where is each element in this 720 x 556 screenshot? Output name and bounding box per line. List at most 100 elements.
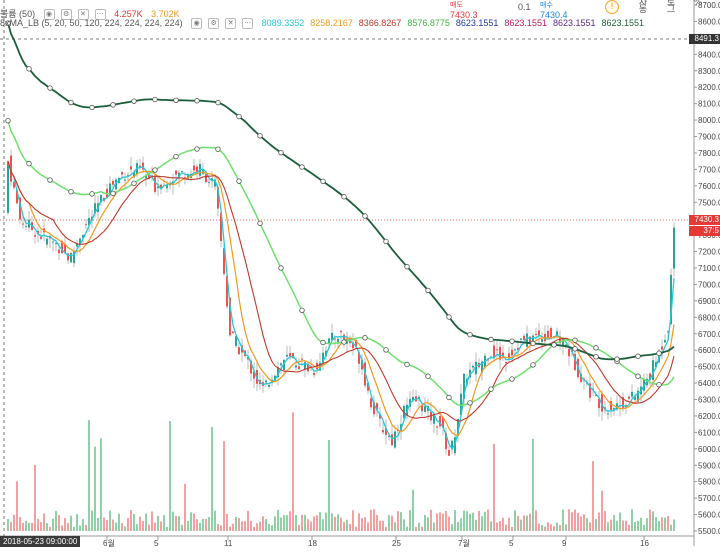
volume-bar bbox=[349, 523, 351, 531]
volume-bar bbox=[649, 509, 651, 531]
more-icon[interactable]: ⋯ bbox=[242, 18, 254, 30]
candle-body bbox=[145, 174, 147, 179]
ma-marker bbox=[110, 190, 116, 197]
candle-body bbox=[25, 226, 27, 228]
volume-bar bbox=[562, 509, 564, 531]
candle-body bbox=[607, 413, 609, 415]
volume-bar bbox=[574, 509, 576, 531]
ma-marker bbox=[131, 180, 137, 187]
price-tick-label: 6900.0000 bbox=[698, 297, 720, 306]
candle-body bbox=[142, 162, 144, 170]
candle-body bbox=[121, 172, 123, 175]
candle-body bbox=[214, 179, 216, 187]
candle-body bbox=[523, 335, 525, 340]
candle-body bbox=[547, 330, 549, 338]
volume-bar bbox=[490, 521, 492, 531]
ma-marker bbox=[215, 99, 221, 106]
volume-bar bbox=[202, 518, 204, 531]
price-tick-label: 8600.0000 bbox=[698, 17, 720, 26]
candle-body bbox=[193, 165, 195, 171]
candle-body bbox=[76, 243, 78, 247]
volume-bar bbox=[307, 519, 309, 531]
info-icon[interactable]: ! bbox=[605, 0, 619, 14]
volume-bar bbox=[265, 519, 267, 531]
candle-body bbox=[85, 224, 87, 226]
volume-bar bbox=[580, 516, 582, 531]
volume-bar bbox=[520, 519, 522, 531]
ma-marker bbox=[593, 354, 599, 360]
candle-body bbox=[652, 360, 654, 380]
close-icon[interactable]: ✕ bbox=[225, 18, 237, 30]
volume-bar bbox=[391, 515, 393, 531]
candle-body bbox=[373, 402, 375, 415]
eye-icon[interactable]: ◉ bbox=[43, 9, 55, 21]
volume-bar bbox=[532, 438, 534, 531]
volume-bar bbox=[619, 512, 621, 531]
volume-bar bbox=[277, 509, 279, 531]
volume-bar bbox=[73, 526, 75, 531]
percent-toggle-button[interactable]: % bbox=[693, 0, 703, 8]
volume-bar bbox=[634, 522, 636, 531]
close-icon[interactable]: ✕ bbox=[77, 9, 89, 21]
candle-body bbox=[379, 414, 381, 419]
volume-bar bbox=[214, 510, 216, 531]
candle-body bbox=[277, 367, 279, 378]
spread-value: 0.1 bbox=[518, 2, 531, 12]
time-tick-label: 5 bbox=[509, 539, 514, 548]
candle-body bbox=[334, 338, 336, 340]
candle-body bbox=[61, 241, 63, 254]
volume-bar bbox=[187, 521, 189, 531]
volume-bar bbox=[664, 517, 666, 531]
candle-body bbox=[322, 352, 324, 365]
buy-box[interactable]: 매수 7430.4 bbox=[540, 0, 595, 20]
candle-body bbox=[394, 431, 396, 448]
time-tick-label: 11 bbox=[224, 539, 233, 548]
moving-averages bbox=[5, 20, 675, 450]
ma-marker bbox=[488, 336, 494, 343]
sell-box[interactable]: 매도 7430.3 bbox=[450, 0, 505, 20]
more-icon[interactable]: ⋯ bbox=[94, 9, 106, 21]
volume-bar bbox=[286, 515, 288, 531]
candle-body bbox=[82, 234, 84, 239]
price-tick-label: 6500.0000 bbox=[698, 363, 720, 372]
volume-bar bbox=[337, 514, 339, 531]
eye-icon[interactable]: ◉ bbox=[191, 18, 203, 30]
volume-bar bbox=[40, 522, 42, 531]
ma-marker bbox=[236, 178, 242, 184]
candle-body bbox=[298, 366, 300, 369]
volume-bar bbox=[61, 525, 63, 531]
volume-label: 볼륨 (50) bbox=[0, 9, 36, 19]
volume-bar bbox=[502, 517, 504, 531]
volume-bar bbox=[295, 515, 297, 531]
candle-body bbox=[205, 174, 207, 183]
candle-body bbox=[160, 184, 162, 190]
ma-marker bbox=[299, 164, 305, 170]
volume-bar bbox=[241, 521, 243, 531]
volume-bar bbox=[346, 519, 348, 531]
candle-body bbox=[157, 186, 159, 189]
settings-icon[interactable]: ⚙ bbox=[60, 9, 72, 21]
candle-body bbox=[289, 353, 291, 357]
volume-bar bbox=[148, 524, 150, 531]
volume-bar bbox=[94, 446, 96, 531]
volume-bar bbox=[169, 421, 171, 531]
candle-body bbox=[505, 362, 507, 364]
candle-body bbox=[13, 181, 15, 188]
candle-body bbox=[295, 365, 297, 368]
ma-marker bbox=[278, 149, 284, 156]
ma-marker bbox=[551, 342, 557, 348]
volume-bar bbox=[292, 412, 294, 531]
volume-bar bbox=[196, 519, 198, 531]
volume-bar bbox=[139, 516, 141, 531]
buy-label: 매수 bbox=[540, 2, 553, 9]
volume-bar bbox=[526, 515, 528, 531]
volume-bar bbox=[565, 524, 567, 531]
settings-icon[interactable]: ⚙ bbox=[208, 18, 220, 30]
candle-body bbox=[673, 227, 675, 269]
volume-bar bbox=[598, 512, 600, 531]
volume-bar bbox=[334, 516, 336, 531]
candle-body bbox=[112, 180, 114, 185]
